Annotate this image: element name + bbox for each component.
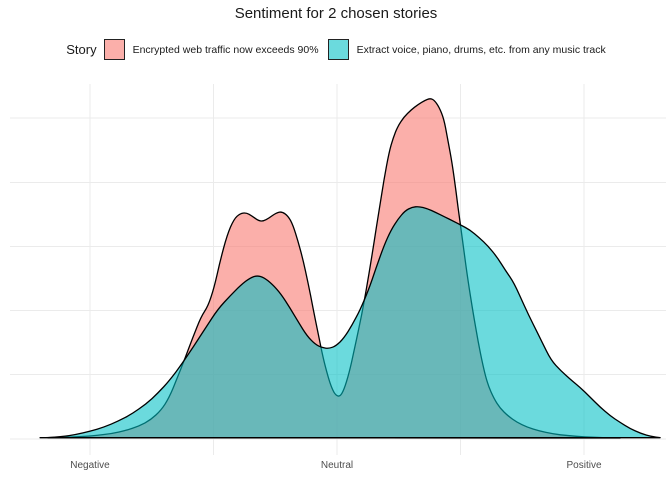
density-area-2 bbox=[47, 206, 661, 439]
x-tick-label-negative: Negative bbox=[70, 460, 110, 471]
legend-item-label: Encrypted web traffic now exceeds 90% bbox=[132, 43, 319, 56]
x-tick-label-neutral: Neutral bbox=[320, 460, 354, 471]
legend-swatch-pink bbox=[103, 39, 125, 60]
legend: Story Encrypted web traffic now exceeds … bbox=[0, 37, 672, 62]
chart-title: Sentiment for 2 chosen stories bbox=[234, 5, 438, 22]
x-tick-label-positive: Positive bbox=[566, 460, 602, 471]
legend-item-label: Extract voice, piano, drums, etc. from a… bbox=[356, 43, 606, 56]
legend-item-story-1: Encrypted web traffic now exceeds 90% bbox=[103, 39, 319, 60]
legend-swatch-teal bbox=[327, 39, 349, 60]
legend-title: Story bbox=[66, 42, 97, 57]
legend-item-story-2: Extract voice, piano, drums, etc. from a… bbox=[327, 39, 606, 60]
